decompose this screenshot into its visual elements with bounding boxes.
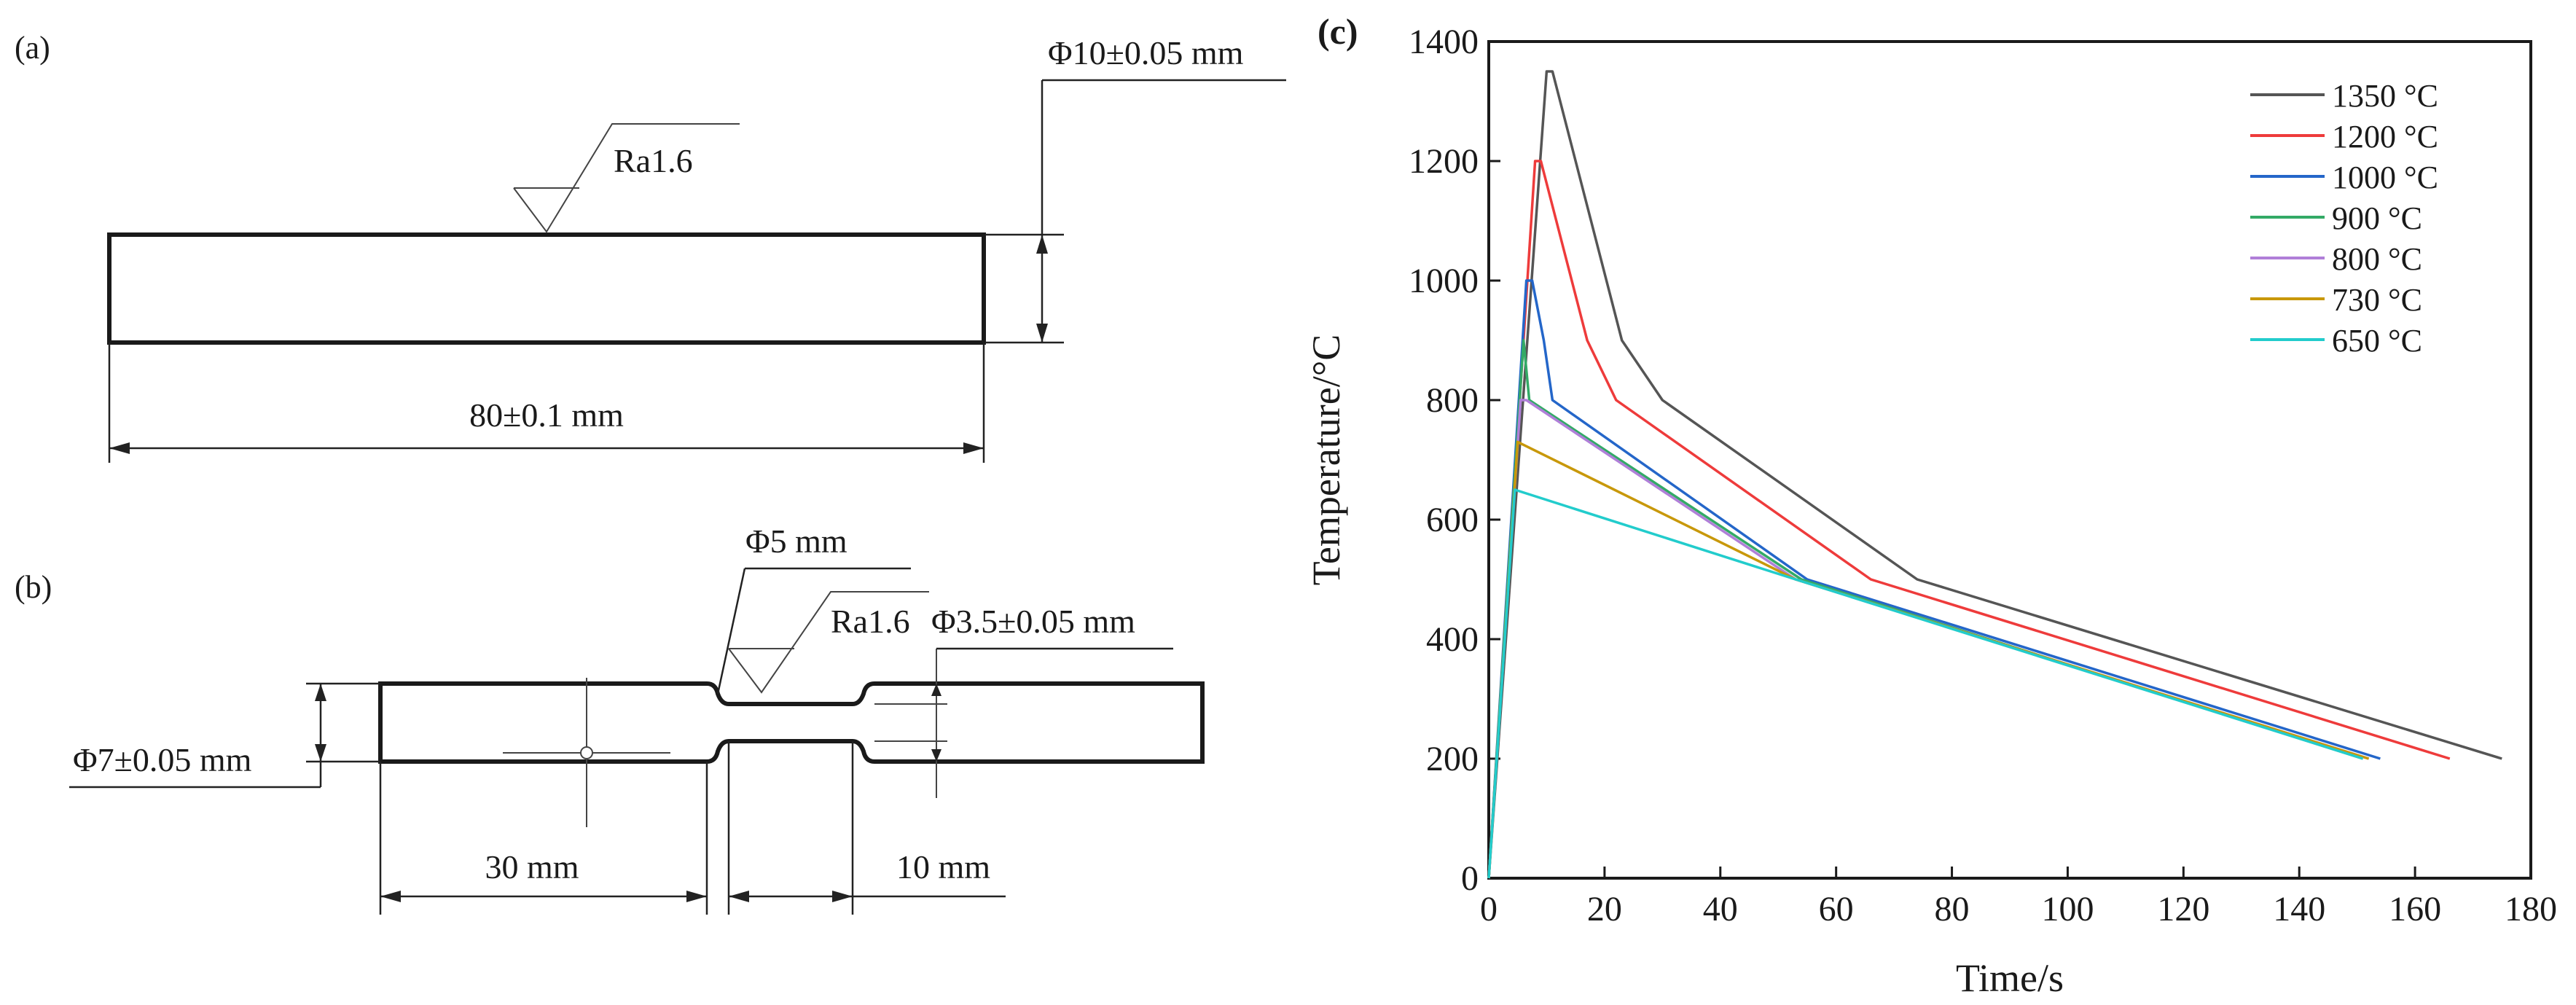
gauge-diameter-label: Φ3.5±0.05 mm bbox=[931, 603, 1135, 640]
grip-length-dimension: 30 mm bbox=[379, 762, 708, 915]
x-axis: 0 20 40 60 80 100 120 140 160 180 bbox=[1480, 867, 2557, 928]
y-axis: 0 200 400 600 800 1000 1200 1400 bbox=[1409, 23, 1500, 898]
panel-a-label: (a) bbox=[15, 30, 50, 66]
series-line-650 bbox=[1487, 488, 2364, 879]
panel-b: (b) Φ5 mm Ra1.6 Φ3.5±0.05 bbox=[15, 523, 1205, 915]
y-tick-label: 200 bbox=[1426, 740, 1479, 778]
neck-diameter-label: Φ5 mm bbox=[745, 523, 847, 560]
legend-label: 900 °C bbox=[2332, 200, 2422, 236]
legend-label: 800 °C bbox=[2332, 241, 2422, 277]
series-line-1350 bbox=[1487, 70, 2502, 879]
y-tick-label: 600 bbox=[1426, 501, 1479, 539]
legend-label: 1350 °C bbox=[2332, 78, 2438, 114]
x-tick-label: 160 bbox=[2389, 890, 2441, 928]
gauge-length-label: 10 mm bbox=[896, 848, 990, 885]
panel-c-label: (c) bbox=[1318, 11, 1358, 52]
legend-label: 1200 °C bbox=[2332, 119, 2438, 155]
gauge-length-dimension: 10 mm bbox=[727, 741, 1006, 915]
x-tick-label: 80 bbox=[1935, 890, 1970, 928]
length-dimension-a: 80±0.1 mm bbox=[108, 343, 985, 463]
series-line-1200 bbox=[1487, 160, 2451, 879]
thermal-cycle-chart: (c) 0 200 400 600 800 1000 1200 1400 0 20 40 60 80 1… bbox=[1304, 11, 2557, 1000]
y-tick-label: 1000 bbox=[1409, 262, 1479, 300]
roughness-label-a: Ra1.6 bbox=[614, 142, 693, 179]
x-tick-label: 60 bbox=[1819, 890, 1854, 928]
roughness-label-b: Ra1.6 bbox=[831, 603, 910, 640]
x-tick-label: 140 bbox=[2273, 890, 2325, 928]
grip-length-label: 30 mm bbox=[485, 848, 579, 885]
cylinder-specimen bbox=[107, 232, 986, 345]
gauge-diameter-dimension: Φ3.5±0.05 mm bbox=[931, 603, 1173, 650]
x-tick-label: 120 bbox=[2157, 890, 2209, 928]
legend-label: 730 °C bbox=[2332, 282, 2422, 318]
y-axis-title: Temperature/°C bbox=[1304, 335, 1348, 586]
legend: 1350 °C 1200 °C 1000 °C 900 °C 800 °C 730 °C 6… bbox=[2250, 78, 2438, 359]
x-tick-label: 20 bbox=[1587, 890, 1622, 928]
series-line-900 bbox=[1487, 339, 2364, 879]
grip-diameter-dimension: Φ7±0.05 mm bbox=[69, 682, 380, 789]
roughness-symbol-a: Ra1.6 bbox=[513, 123, 740, 233]
length-label-a: 80±0.1 mm bbox=[469, 396, 624, 434]
series-line-1000 bbox=[1487, 279, 2381, 879]
legend-label: 650 °C bbox=[2332, 323, 2422, 359]
roughness-symbol-b: Ra1.6 bbox=[728, 591, 929, 694]
y-tick-label: 0 bbox=[1461, 859, 1479, 898]
x-tick-label: 100 bbox=[2041, 890, 2094, 928]
series-line-730 bbox=[1487, 440, 2370, 879]
legend-label: 1000 °C bbox=[2332, 160, 2438, 195]
x-tick-label: 0 bbox=[1480, 890, 1498, 928]
panel-a: (a) Ra1.6 Φ10±0.05 mm 80±0.1 mm bbox=[15, 30, 1286, 463]
y-tick-label: 1400 bbox=[1409, 23, 1479, 61]
y-tick-label: 400 bbox=[1426, 620, 1479, 659]
series-line-800 bbox=[1487, 399, 2370, 879]
diameter-label-a: Φ10±0.05 mm bbox=[1048, 34, 1244, 71]
grip-diameter-label: Φ7±0.05 mm bbox=[73, 741, 252, 778]
y-tick-label: 1200 bbox=[1409, 142, 1479, 181]
neck-diameter-leader: Φ5 mm bbox=[716, 523, 911, 695]
dogbone-specimen bbox=[378, 681, 1205, 764]
panel-b-label: (b) bbox=[15, 569, 52, 605]
series-group bbox=[1487, 70, 2502, 879]
plot-area bbox=[1487, 40, 2532, 880]
x-tick-label: 40 bbox=[1703, 890, 1738, 928]
x-tick-label: 180 bbox=[2505, 890, 2557, 928]
center-mark bbox=[503, 678, 670, 827]
diameter-dimension-a: Φ10±0.05 mm bbox=[985, 34, 1286, 344]
y-tick-label: 800 bbox=[1426, 381, 1479, 420]
x-axis-title: Time/s bbox=[1956, 956, 2064, 1000]
